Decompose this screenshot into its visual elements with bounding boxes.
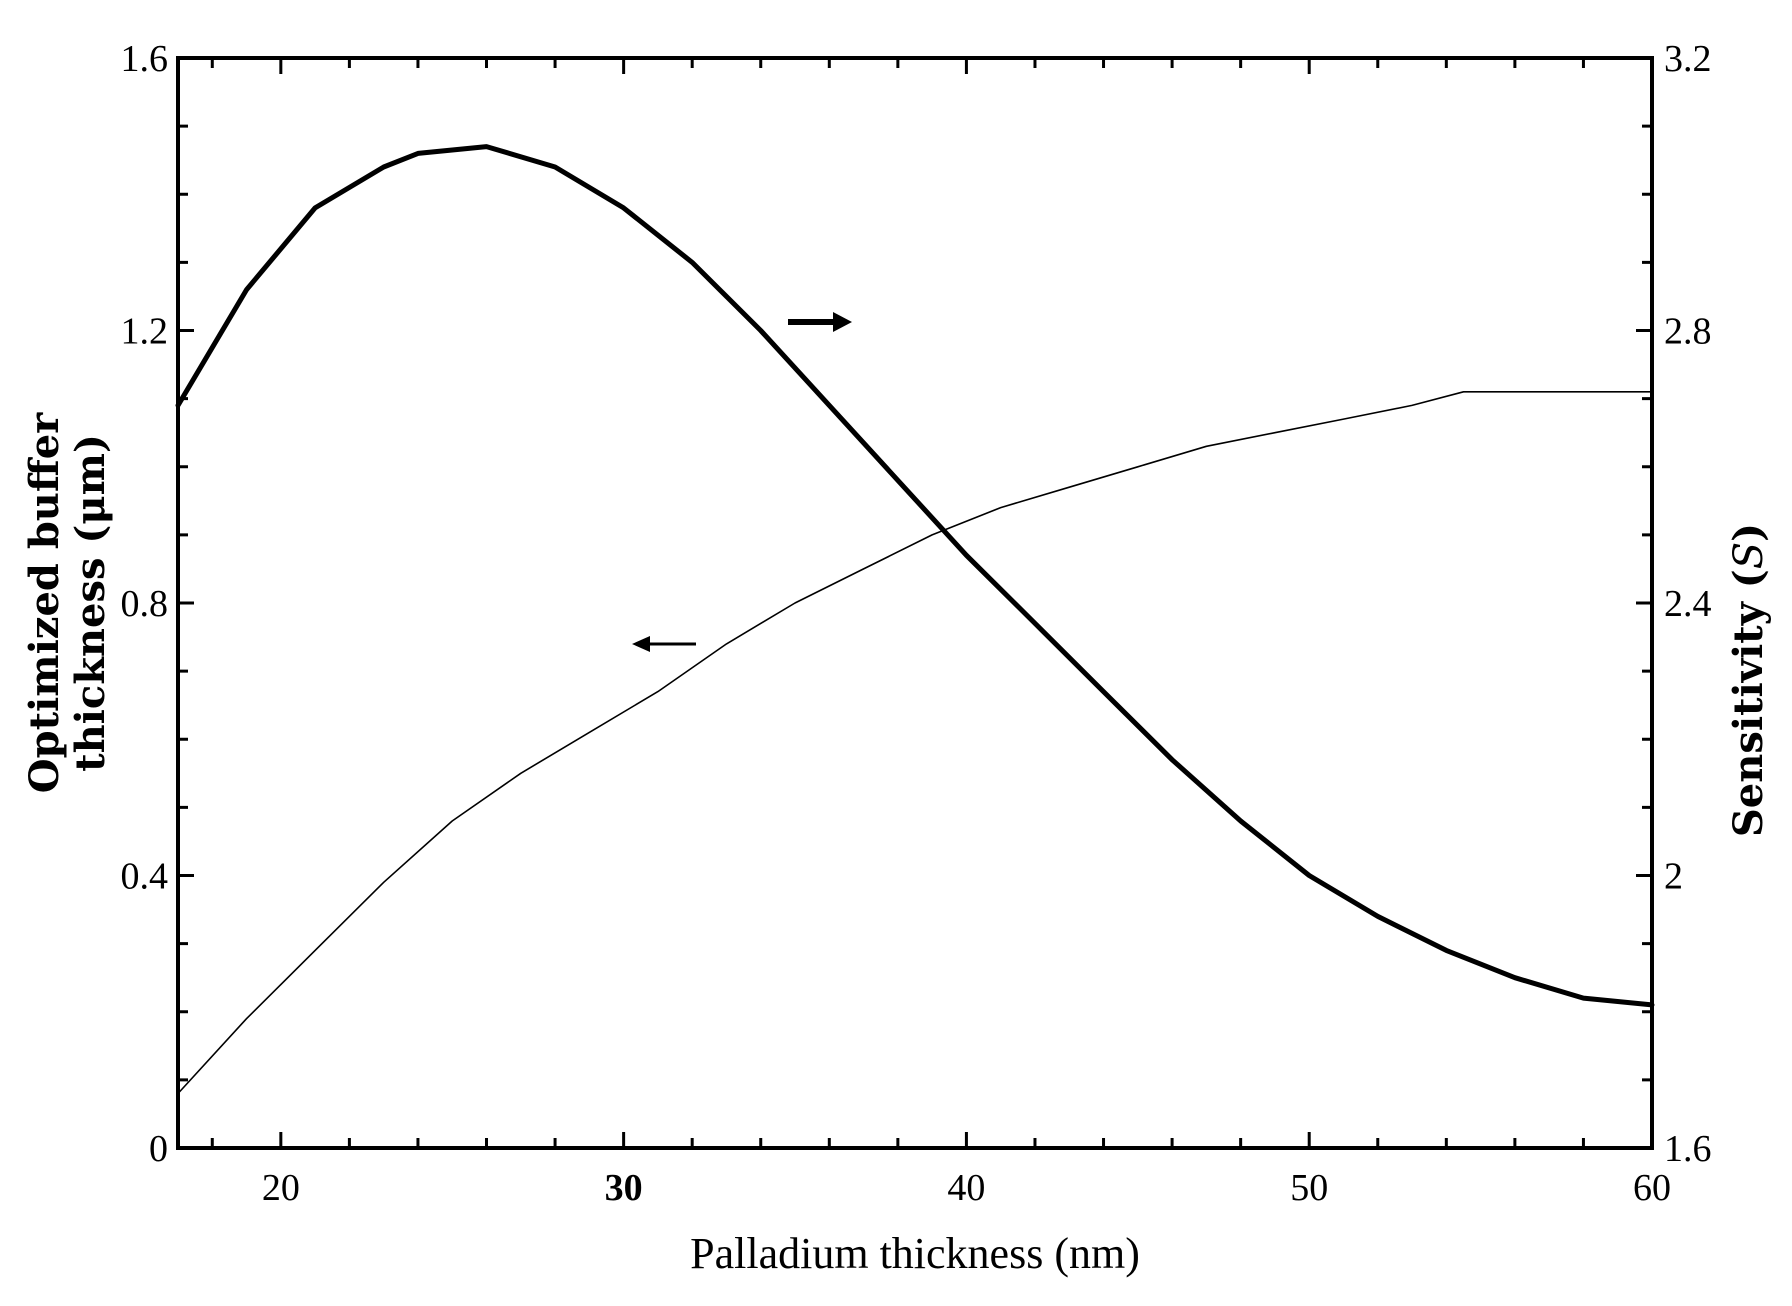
- y-right-tick-label: 1.6: [1664, 1128, 1712, 1170]
- x-tick-label: 50: [1290, 1167, 1328, 1209]
- y-right-tick-label: 2.4: [1664, 583, 1712, 625]
- left-pointing-arrow: [632, 636, 696, 652]
- y-axis-right-title: Sensitivity (S): [1725, 523, 1772, 837]
- y-right-tick-label: 3.2: [1664, 38, 1712, 80]
- y-left-tick-label: 0.4: [121, 856, 169, 898]
- y-axis-left-title-line2: thickness (μm): [67, 434, 114, 772]
- sensitivity-line: [175, 144, 1655, 1008]
- x-tick-label: 20: [262, 1167, 300, 1209]
- x-tick-label: 60: [1633, 1167, 1671, 1209]
- y-left-tick-label: 0: [149, 1128, 168, 1170]
- y-left-tick-label: 1.6: [121, 38, 169, 80]
- y-left-tick-label: 1.2: [121, 311, 169, 353]
- y-right-tick-label: 2.8: [1664, 311, 1712, 353]
- x-axis-title: Palladium thickness (nm): [690, 1229, 1140, 1278]
- plot-frame: [176, 56, 1654, 1150]
- y-axis-left-title-line1: Optimized buffer: [21, 412, 68, 793]
- x-tick-label: 30: [605, 1167, 643, 1209]
- y-left-tick-label: 0.8: [121, 583, 169, 625]
- right-pointing-arrow: [788, 312, 852, 332]
- y-right-tick-label: 2: [1664, 856, 1683, 898]
- buffer-thickness-line: [177, 391, 1653, 1095]
- x-tick-label: 40: [947, 1167, 985, 1209]
